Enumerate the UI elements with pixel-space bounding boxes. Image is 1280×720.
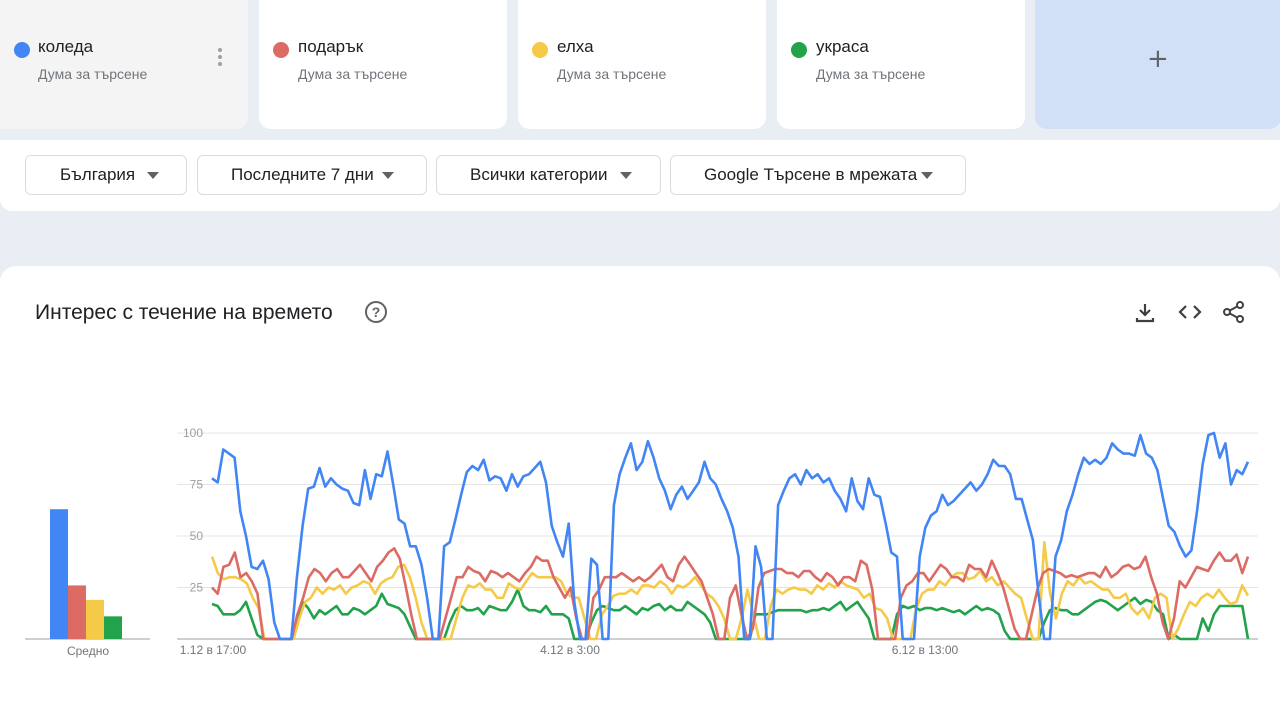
category-dropdown[interactable]: Всички категории bbox=[436, 155, 661, 195]
y-tick-label: 50 bbox=[190, 529, 204, 543]
y-tick-label: 25 bbox=[190, 581, 204, 595]
property-label: Google Търсене в мрежата bbox=[704, 165, 918, 184]
caret-down-icon bbox=[147, 172, 159, 179]
y-tick-label: 100 bbox=[183, 426, 203, 440]
add-icon[interactable]: + bbox=[1147, 44, 1169, 74]
period-dropdown[interactable]: Последните 7 дни bbox=[197, 155, 427, 195]
filter-bar: България Последните 7 дни Всички категор… bbox=[0, 140, 1280, 211]
caret-down-icon bbox=[382, 172, 394, 179]
term-name[interactable]: украса bbox=[816, 37, 869, 56]
average-bar bbox=[86, 599, 104, 639]
interest-over-time-card: Интерес с течение на времето ? 25 50 75 100… bbox=[0, 266, 1280, 720]
caret-down-icon bbox=[921, 172, 933, 179]
region-dropdown[interactable]: България bbox=[25, 155, 187, 195]
term-card-2[interactable]: подарък Дума за търсене bbox=[259, 0, 507, 129]
term-card-3[interactable]: елха Дума за търсене bbox=[518, 0, 766, 129]
period-label: Последните 7 дни bbox=[231, 165, 374, 184]
x-tick-label: 1.12 в 17:00 bbox=[180, 643, 247, 657]
section-title: Интерес с течение на времето bbox=[35, 301, 333, 324]
caret-down-icon bbox=[620, 172, 632, 179]
term-card-4[interactable]: украса Дума за търсене bbox=[777, 0, 1025, 129]
interest-chart[interactable]: 25 50 75 100 1.12 в 17:00 4.12 в 3:00 6.12 в 1… bbox=[0, 266, 1280, 720]
series-line-подарък bbox=[211, 547, 1250, 641]
add-term-button[interactable] bbox=[1035, 0, 1280, 129]
term-name[interactable]: елха bbox=[557, 37, 594, 56]
average-bar bbox=[68, 585, 86, 639]
help-icon[interactable]: ? bbox=[365, 301, 387, 323]
property-dropdown[interactable]: Google Търсене в мрежата bbox=[670, 155, 966, 195]
term-color-dot bbox=[532, 42, 548, 58]
download-icon[interactable] bbox=[1132, 299, 1158, 325]
term-name[interactable]: подарък bbox=[298, 37, 364, 56]
term-card-1[interactable]: коледа Дума за търсене bbox=[0, 0, 248, 129]
term-color-dot bbox=[14, 42, 30, 58]
x-tick-label: 6.12 в 13:00 bbox=[892, 643, 959, 657]
term-color-dot bbox=[273, 42, 289, 58]
embed-icon[interactable] bbox=[1177, 299, 1203, 325]
term-color-dot bbox=[791, 42, 807, 58]
series-line-коледа bbox=[211, 431, 1250, 641]
category-label: Всички категории bbox=[470, 165, 608, 184]
average-bar bbox=[50, 509, 68, 639]
term-subtitle: Дума за търсене bbox=[816, 66, 926, 82]
term-subtitle: Дума за търсене bbox=[298, 66, 408, 82]
region-label: България bbox=[60, 165, 136, 184]
average-label: Средно bbox=[67, 644, 109, 658]
term-name[interactable]: коледа bbox=[38, 37, 94, 56]
term-subtitle: Дума за търсене bbox=[557, 66, 667, 82]
average-bar bbox=[104, 616, 122, 639]
series-line-елха bbox=[210, 540, 1250, 641]
share-icon[interactable] bbox=[1221, 299, 1247, 325]
more-vert-icon[interactable] bbox=[218, 48, 222, 66]
term-subtitle: Дума за търсене bbox=[38, 66, 148, 82]
x-tick-label: 4.12 в 3:00 bbox=[540, 643, 600, 657]
y-tick-label: 75 bbox=[190, 478, 204, 492]
